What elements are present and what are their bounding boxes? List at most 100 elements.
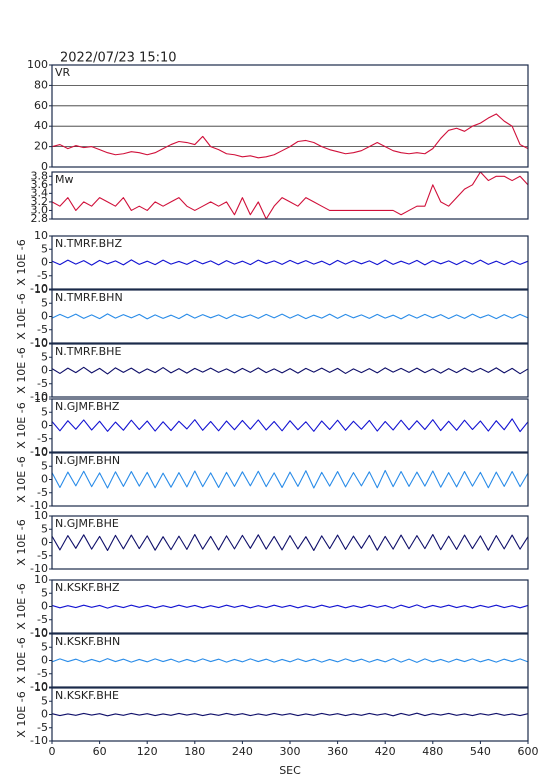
x-tick-label: 420 xyxy=(375,745,396,758)
trace xyxy=(51,712,529,717)
panel-label: Mw xyxy=(55,173,74,186)
x-tick-label: 600 xyxy=(518,745,539,758)
y-tick-label: -5 xyxy=(37,323,48,336)
panel-frame xyxy=(51,398,529,453)
y-tick-label: 5 xyxy=(41,405,48,418)
chart-title: 2022/07/23 15:10 xyxy=(60,51,177,66)
panel-frame xyxy=(51,343,529,398)
y-tick-label: 3.6 xyxy=(31,178,49,191)
y-tick-label: -5 xyxy=(37,721,48,734)
y-axis-label: X 10E -6 xyxy=(15,293,28,339)
panel-frame xyxy=(51,235,529,290)
y-tick-label: 0 xyxy=(41,364,48,377)
x-axis-label: SEC xyxy=(279,764,301,777)
y-tick-label: -5 xyxy=(37,269,48,282)
panel-frame xyxy=(51,64,529,168)
y-tick-label: 10 xyxy=(34,229,48,242)
panel-label: N.TMRF.BHZ xyxy=(55,237,122,250)
y-axis-label: X 10E -6 xyxy=(15,456,28,502)
y-axis-label: X 10E -6 xyxy=(15,691,28,737)
panel-frame xyxy=(51,289,529,344)
y-tick-label: 3.0 xyxy=(31,203,49,216)
y-tick-label: 5 xyxy=(41,522,48,535)
panel-frame xyxy=(51,515,529,570)
y-tick-label: 20 xyxy=(34,140,48,153)
trace xyxy=(51,366,529,375)
y-axis-label: X 10E -6 xyxy=(15,402,28,448)
trace xyxy=(51,313,529,320)
panel-label: N.KSKF.BHZ xyxy=(55,581,120,594)
y-axis-label: X 10E -6 xyxy=(15,347,28,393)
y-axis-label: X 10E -6 xyxy=(15,583,28,629)
y-tick-label: -5 xyxy=(37,613,48,626)
y-tick-label: 10 xyxy=(34,337,48,350)
trace xyxy=(51,171,529,220)
y-tick-label: -10 xyxy=(30,562,48,575)
y-tick-label: 0 xyxy=(41,160,48,173)
trace xyxy=(51,259,529,266)
y-tick-label: 10 xyxy=(34,283,48,296)
panel-label: VR xyxy=(55,66,71,79)
x-tick-label: 0 xyxy=(49,745,56,758)
y-tick-label: 2.8 xyxy=(31,212,49,225)
trace xyxy=(51,469,529,489)
panel-label: N.TMRF.BHN xyxy=(55,291,123,304)
y-tick-label: 10 xyxy=(34,627,48,640)
y-tick-label: 60 xyxy=(34,99,48,112)
x-tick-label: 540 xyxy=(470,745,491,758)
y-tick-label: 0 xyxy=(41,536,48,549)
y-tick-label: 5 xyxy=(41,640,48,653)
y-tick-label: 5 xyxy=(41,350,48,363)
panel-label: N.GJMF.BHZ xyxy=(55,400,120,413)
y-tick-label: -5 xyxy=(37,667,48,680)
panel-label: N.KSKF.BHE xyxy=(55,689,119,702)
y-tick-label: -5 xyxy=(37,549,48,562)
y-tick-label: 5 xyxy=(41,459,48,472)
y-tick-label: 5 xyxy=(41,586,48,599)
y-tick-label: -10 xyxy=(30,734,48,747)
y-tick-label: 10 xyxy=(34,392,48,405)
panel-label: N.KSKF.BHN xyxy=(55,635,120,648)
y-tick-label: 10 xyxy=(34,509,48,522)
y-tick-label: 0 xyxy=(41,654,48,667)
panel-frame xyxy=(51,452,529,507)
panel-frame xyxy=(51,579,529,634)
y-tick-label: -5 xyxy=(37,377,48,390)
y-tick-label: -10 xyxy=(30,445,48,458)
trace xyxy=(51,534,529,551)
trace xyxy=(51,113,529,159)
y-tick-label: 0 xyxy=(41,708,48,721)
y-tick-label: 40 xyxy=(34,119,48,132)
y-tick-label: 0 xyxy=(41,600,48,613)
y-tick-label: 3.8 xyxy=(31,169,49,182)
x-tick-label: 480 xyxy=(422,745,443,758)
x-tick-label: 180 xyxy=(184,745,205,758)
x-tick-label: 360 xyxy=(327,745,348,758)
x-tick-label: 60 xyxy=(93,745,107,758)
y-tick-label: -10 xyxy=(30,626,48,639)
panel-label: N.TMRF.BHE xyxy=(55,345,121,358)
panel-frame xyxy=(51,171,529,220)
y-tick-label: 0 xyxy=(41,310,48,323)
y-tick-label: 3.4 xyxy=(31,186,49,199)
y-tick-label: -10 xyxy=(30,336,48,349)
y-tick-label: 10 xyxy=(34,446,48,459)
y-axis-label: X 10E -6 xyxy=(15,519,28,565)
trace xyxy=(51,604,529,609)
y-tick-label: 3.2 xyxy=(31,195,49,208)
y-tick-label: -10 xyxy=(30,680,48,693)
y-tick-label: 10 xyxy=(34,573,48,586)
panel-frame xyxy=(51,633,529,688)
y-tick-label: 0 xyxy=(41,473,48,486)
x-tick-label: 120 xyxy=(137,745,158,758)
trace xyxy=(51,658,529,663)
y-tick-label: 5 xyxy=(41,296,48,309)
x-tick-label: 300 xyxy=(280,745,301,758)
y-tick-label: 80 xyxy=(34,78,48,91)
y-tick-label: 5 xyxy=(41,242,48,255)
panel-frame xyxy=(51,687,529,742)
y-tick-label: 0 xyxy=(41,256,48,269)
y-axis-label: X 10E -6 xyxy=(15,637,28,683)
